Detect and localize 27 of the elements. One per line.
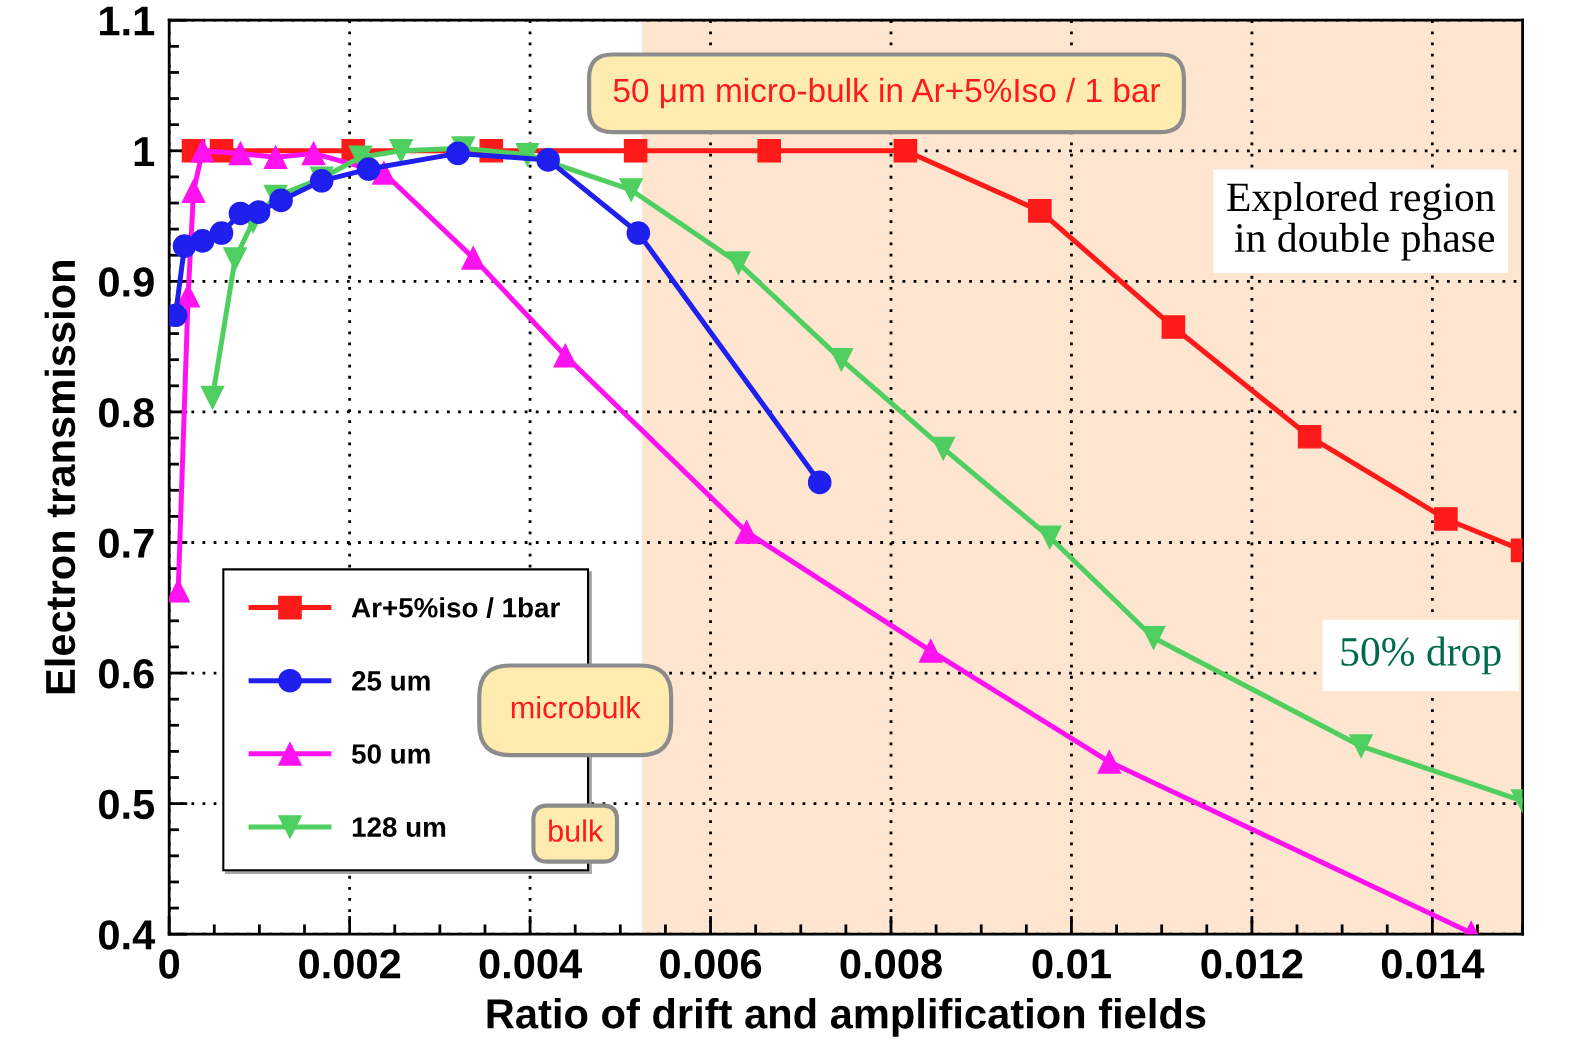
y-tick-label: 0.7 [99, 528, 154, 558]
annotation: 50 μm micro-bulk in Ar+5%Iso / 1 bar [613, 77, 1161, 109]
x-tick-label: 0.006 [660, 949, 762, 979]
x-tick-label: 0.014 [1381, 949, 1485, 979]
y-tick-label: 0.5 [99, 789, 155, 820]
y-tick-label: 1.1 [99, 6, 155, 36]
x-tick-label: 0.002 [299, 949, 401, 979]
legend-label: 50 um [351, 744, 430, 764]
x-tick-label: 0.012 [1201, 949, 1303, 979]
y-tick-label: 0.6 [99, 659, 154, 689]
y-tick-label: 0.4 [99, 920, 156, 950]
y-tick-label: 0.8 [99, 397, 155, 428]
legend-label: 25 um [352, 671, 430, 691]
x-tick-label: 0 [159, 949, 180, 979]
x-tick-label: 0.004 [479, 949, 582, 979]
y-axis-title: Electron transmission [44, 260, 76, 694]
y-tick-label: 0.9 [99, 267, 154, 297]
x-tick-label: 0.008 [840, 949, 942, 979]
x-axis-title: Ratio of drift and amplification fields [487, 998, 1206, 1037]
legend-label: 128 um [352, 817, 446, 837]
annotation: microbulk [511, 696, 641, 719]
annotation: 50% drop [1341, 636, 1501, 675]
x-tick-label: 0.01 [1032, 949, 1111, 979]
legend-label: Ar+5%iso / 1bar [351, 597, 560, 618]
y-tick-label: 1 [134, 137, 155, 166]
annotation: Explored region in double phase [1227, 182, 1495, 261]
annotation: bulk [549, 819, 604, 842]
